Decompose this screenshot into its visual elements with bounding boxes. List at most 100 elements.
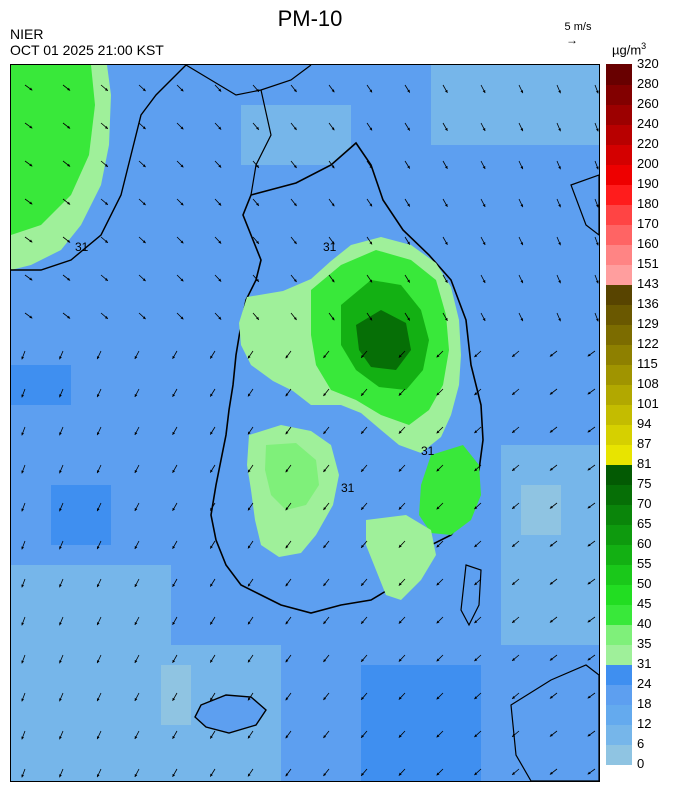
- legend-color-cell: [606, 524, 632, 545]
- wind-arrow-head: [59, 394, 62, 398]
- wind-arrow-head: [587, 657, 591, 661]
- wind-arrow-head: [398, 506, 402, 510]
- wind-arrow-head: [549, 353, 553, 357]
- southwest-green-mid: [265, 443, 319, 510]
- wind-arrow-head: [293, 165, 297, 169]
- pm10-map: 31 31 31 31: [10, 64, 600, 782]
- wind-arrow-head: [398, 544, 402, 548]
- legend-tick-label: 60: [637, 536, 652, 551]
- wind-arrow-head: [323, 393, 327, 397]
- wind-arrow-head: [29, 201, 33, 205]
- north-coast-outline: [11, 65, 187, 271]
- wind-arrow-head: [210, 469, 213, 473]
- legend-color-cell: [606, 644, 632, 665]
- wind-arrow-head: [474, 582, 478, 586]
- wind-arrow-head: [180, 164, 184, 168]
- wind-arrow-head: [558, 242, 561, 246]
- wind-arrow-head: [595, 204, 599, 208]
- wind-arrow-head: [172, 393, 176, 397]
- legend-tick-label: 55: [637, 556, 652, 571]
- wind-arrow-head: [142, 88, 146, 92]
- wind-arrow-head: [436, 696, 440, 700]
- wind-arrow-head: [172, 431, 176, 435]
- wind-reference-arrow-icon: →: [566, 33, 578, 47]
- unit-text: µg/m: [612, 42, 642, 58]
- legend-tick-label: 280: [637, 76, 659, 91]
- wind-arrow-head: [444, 127, 448, 131]
- wind-arrow-head: [407, 241, 410, 245]
- legend-tick-label: 75: [637, 476, 652, 491]
- wind-arrow-head: [218, 316, 222, 320]
- wind-arrow-head: [67, 239, 71, 243]
- legend-tick-label: 87: [637, 436, 652, 451]
- wind-arrow-head: [285, 697, 289, 701]
- wind-arrow-head: [549, 581, 553, 585]
- wind-arrow-head: [134, 697, 138, 701]
- wind-arrow-head: [595, 90, 599, 94]
- timestamp-label: OCT 01 2025 21:00 KST: [10, 42, 164, 58]
- wind-arrow-head: [180, 88, 184, 92]
- wind-arrow-head: [59, 774, 62, 778]
- wind-arrow-head: [436, 620, 440, 624]
- legend-color-cell: [606, 104, 632, 125]
- wind-arrow-head: [210, 659, 213, 663]
- wind-arrow-head: [256, 240, 259, 244]
- wind-arrow-head: [444, 165, 448, 169]
- wind-arrow-head: [247, 697, 251, 701]
- wind-arrow-head: [134, 735, 138, 739]
- legend-color-cell: [606, 684, 632, 705]
- wind-arrow-head: [142, 202, 146, 206]
- wind-arrow-head: [398, 582, 402, 586]
- legend-color-cell: [606, 84, 632, 105]
- wind-arrow-head: [436, 392, 440, 396]
- wind-arrow-head: [210, 773, 213, 777]
- wind-arrow-head: [549, 695, 553, 699]
- wind-arrow-head: [595, 280, 599, 284]
- wind-arrow-head: [436, 582, 440, 586]
- wind-arrow-head: [512, 506, 516, 509]
- wind-arrow-head: [96, 432, 100, 436]
- wind-arrow-head: [474, 696, 478, 700]
- wind-arrow-head: [520, 318, 524, 322]
- wind-arrow-head: [482, 89, 486, 93]
- wind-arrow-head: [256, 316, 259, 320]
- wind-arrow-head: [218, 126, 222, 130]
- wind-arrow-head: [361, 582, 364, 586]
- wind-arrow-head: [361, 734, 364, 738]
- wind-arrow-head: [436, 468, 440, 472]
- wind-arrow-head: [331, 127, 335, 131]
- wind-arrow-head: [172, 659, 176, 663]
- wind-arrow-head: [520, 166, 524, 170]
- wind-arrow-head: [142, 126, 146, 130]
- legend-tick-label: 160: [637, 236, 659, 251]
- wind-arrow-head: [398, 354, 402, 358]
- legend-color-cell: [606, 344, 632, 365]
- wind-arrow-head: [256, 126, 259, 130]
- legend-tick-label: 170: [637, 216, 659, 231]
- wind-arrow-head: [67, 163, 71, 167]
- wind-arrow-head: [407, 203, 410, 207]
- wind-arrow-head: [407, 317, 410, 321]
- wind-arrow-head: [549, 429, 553, 433]
- wind-arrow-head: [520, 204, 524, 208]
- northwest-green-core: [11, 65, 95, 235]
- wind-arrow-head: [218, 278, 222, 282]
- legend-tick-label: 18: [637, 696, 652, 711]
- wind-arrow-head: [104, 88, 108, 91]
- wind-arrow-head: [134, 393, 138, 397]
- legend-tick-label: 115: [637, 356, 658, 371]
- wind-arrow-head: [96, 774, 100, 778]
- legend-tick-label: 240: [637, 116, 659, 131]
- wind-arrow-head: [520, 90, 524, 94]
- wind-arrow-head: [398, 734, 402, 738]
- wind-arrow-head: [293, 127, 297, 131]
- wind-arrow-head: [210, 393, 213, 397]
- dmz-outline: [250, 89, 272, 196]
- agency-label: NIER: [10, 26, 44, 42]
- legend-tick-label: 6: [637, 736, 645, 751]
- wind-arrow-head: [323, 355, 327, 359]
- wind-arrow-head: [21, 660, 25, 664]
- wind-arrow-head: [104, 164, 108, 167]
- wind-arrow-head: [595, 318, 599, 322]
- wind-arrow-head: [142, 240, 146, 244]
